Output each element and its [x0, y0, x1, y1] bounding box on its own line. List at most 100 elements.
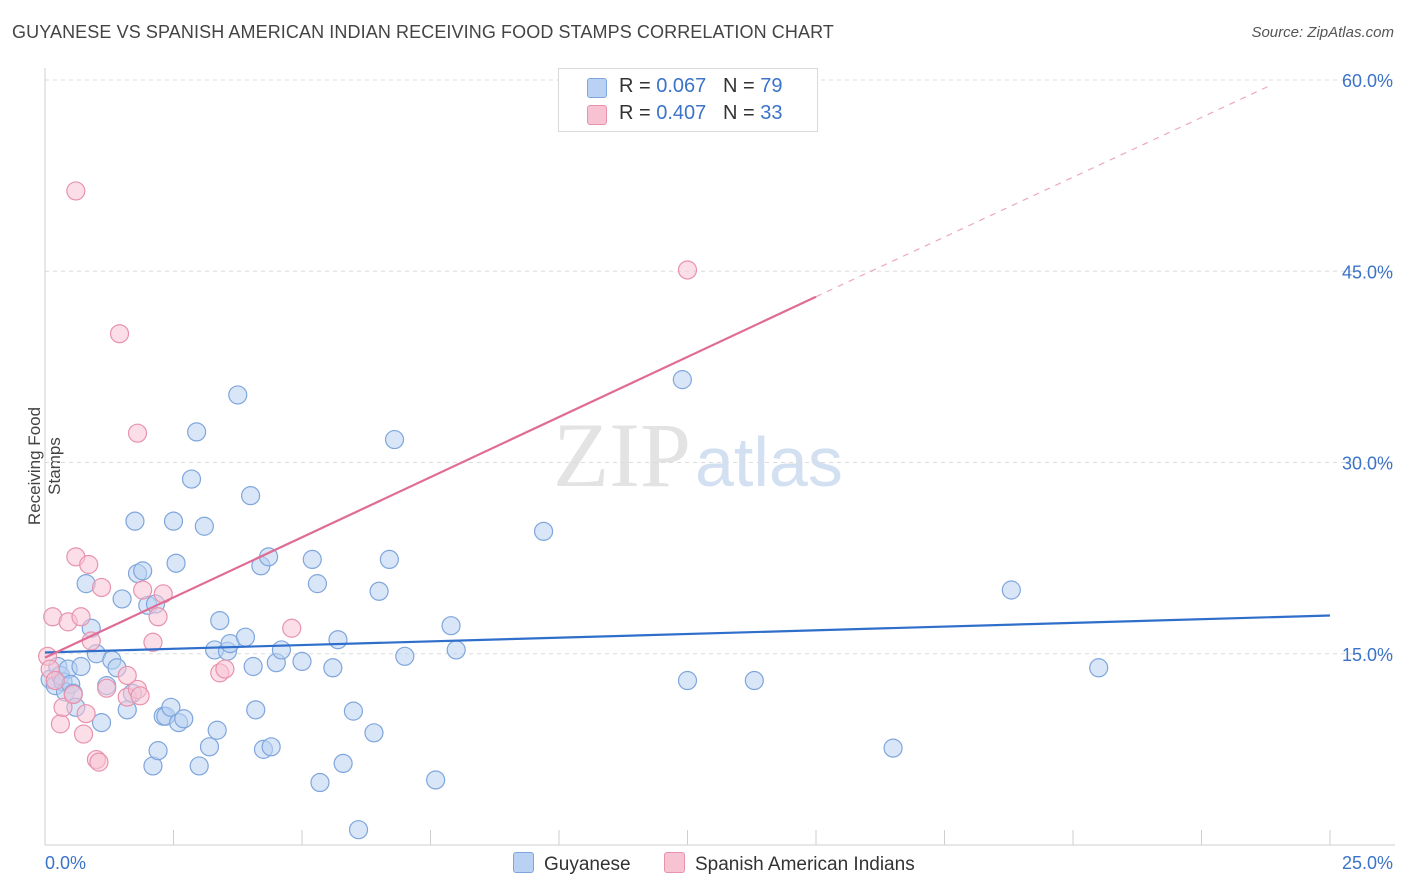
guyanese-point [384, 429, 405, 450]
guyanese-point [181, 469, 202, 489]
guyanese-point [228, 385, 248, 405]
spanish-point [148, 607, 168, 627]
chart-title: GUYANESE VS SPANISH AMERICAN INDIAN RECE… [12, 22, 834, 42]
guyanese-point [379, 549, 399, 570]
guyanese-point [302, 549, 322, 570]
spanish-trendline [44, 295, 817, 659]
guyanese-trendline [44, 614, 1331, 654]
legend-n-value: 33 [760, 102, 783, 124]
guyanese-point [348, 820, 369, 840]
spanish-point [127, 423, 148, 443]
guyanese-point [364, 723, 384, 743]
spanish-point [677, 260, 698, 280]
spanish-point [66, 181, 86, 201]
guyanese-point [163, 511, 184, 531]
guyanese-point [246, 700, 266, 720]
spanish-point [91, 577, 112, 598]
guyanese-point [161, 697, 181, 717]
spanish-point [79, 554, 99, 575]
spanish-point [143, 632, 163, 652]
spanish-point [73, 724, 94, 744]
legend: R = 0.067 N = 79 R = 0.407 N = 33 [558, 68, 818, 132]
guyanese-point [71, 656, 91, 677]
source-label: Source: ZipAtlas.com [1251, 24, 1394, 41]
bottom-legend-guyanese-label: Guyanese [544, 854, 631, 875]
bottom-legend-guyanese: Guyanese [513, 852, 631, 876]
spanish-point [117, 665, 137, 686]
legend-n-value: 79 [760, 75, 783, 97]
spanish-point [282, 618, 302, 638]
guyanese-point [1089, 658, 1109, 678]
guyanese-point [744, 670, 764, 691]
legend-n-label: N = [722, 102, 755, 124]
guyanese-point [883, 738, 903, 758]
bottom-legend-spanish-label: Spanish American Indians [695, 854, 915, 875]
guyanese-point [307, 574, 328, 594]
guyanese-point [343, 701, 363, 721]
guyanese-point [91, 712, 112, 733]
y-tick-label: 45.0% [1342, 262, 1393, 282]
spanish-point [71, 607, 91, 627]
guyanese-point [243, 656, 263, 677]
spanish-point [50, 714, 71, 734]
legend-n-label: N = [722, 75, 755, 97]
spanish-point [215, 659, 235, 679]
guyanese-point [426, 770, 446, 790]
y-tick-label: 60.0% [1342, 71, 1393, 91]
guyanese-point [112, 589, 132, 609]
y-tick-label: 15.0% [1342, 645, 1393, 665]
spanish-point [130, 686, 150, 706]
watermark: ZIPatlas [553, 402, 843, 508]
legend-r-label: R = [619, 75, 651, 97]
guyanese-point [672, 370, 692, 390]
legend-swatch-pink [587, 105, 607, 125]
guyanese-point [533, 521, 554, 541]
guyanese-point [369, 581, 389, 601]
spanish-point [76, 704, 96, 724]
guyanese-point [441, 616, 461, 636]
watermark-zip: ZIP [553, 404, 691, 506]
guyanese-point [133, 561, 153, 581]
guyanese-point [189, 756, 209, 776]
spanish-point [89, 752, 109, 772]
guyanese-point [261, 737, 281, 757]
spanish-point [53, 697, 73, 717]
guyanese-point [166, 553, 186, 573]
spanish-point [109, 324, 130, 344]
guyanese-point [241, 486, 261, 506]
legend-r-value: 0.407 [656, 102, 707, 124]
guyanese-point [333, 753, 353, 774]
guyanese-point [174, 709, 194, 729]
bottom-legend-spanish: Spanish American Indians [664, 852, 915, 876]
y-tick-label: 30.0% [1342, 454, 1393, 474]
spanish-trendline-extension [815, 85, 1269, 298]
guyanese-point [446, 640, 466, 660]
guyanese-point [1001, 580, 1021, 600]
guyanese-point [210, 610, 230, 631]
bottom-swatch-pink [664, 852, 685, 873]
bottom-swatch-blue [513, 852, 534, 873]
x-tick-label: 0.0% [45, 853, 86, 873]
spanish-point [81, 631, 101, 651]
guyanese-point [194, 516, 214, 536]
guyanese-point [199, 737, 220, 757]
guyanese-point [310, 772, 330, 793]
legend-swatch-blue [587, 78, 607, 98]
legend-r-value: 0.067 [656, 75, 707, 97]
x-tick-label: 25.0% [1342, 853, 1393, 873]
legend-r-label: R = [619, 102, 651, 124]
guyanese-point [271, 640, 292, 660]
guyanese-point [328, 630, 348, 650]
spanish-point [45, 670, 65, 691]
guyanese-point [148, 741, 168, 761]
guyanese-point [395, 646, 415, 666]
guyanese-point [235, 627, 256, 647]
guyanese-point [677, 670, 698, 691]
guyanese-point [125, 511, 145, 531]
guyanese-point [292, 651, 312, 672]
spanish-point [63, 684, 83, 705]
spanish-point [133, 580, 153, 600]
guyanese-point [187, 422, 207, 442]
guyanese-point [323, 658, 343, 678]
